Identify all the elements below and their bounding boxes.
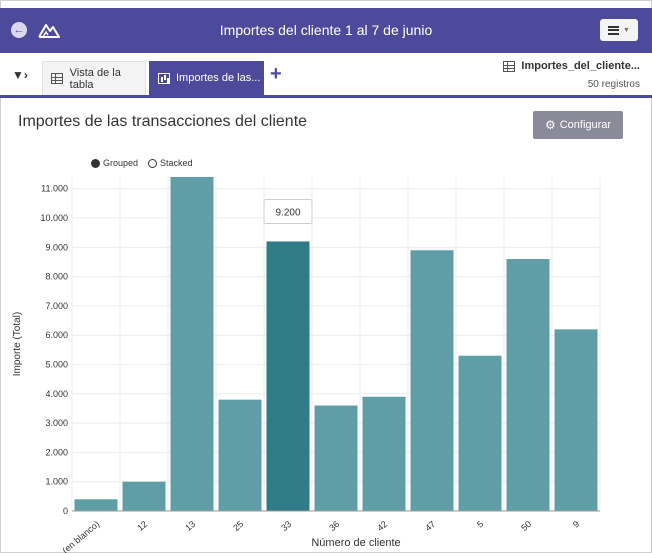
page-title: Importes del cliente 1 al 7 de junio [219, 22, 433, 38]
chevron-down-icon: ▼ [623, 26, 630, 34]
y-tick-label: 6.000 [45, 330, 68, 340]
tab-bar-underline [0, 95, 652, 98]
y-tick-label: 9.000 [45, 242, 68, 252]
bar[interactable] [506, 259, 550, 511]
record-count: 50 registros [587, 79, 640, 90]
x-axis-title: Número de cliente [311, 537, 400, 549]
configure-label: Configurar [559, 119, 612, 131]
x-tick-label: 42 [375, 519, 389, 533]
add-tab-button[interactable]: + [270, 63, 282, 85]
data-source-name: Importes_del_cliente... [521, 60, 640, 72]
grouped-label: Grouped [103, 158, 139, 168]
grouped-radio[interactable]: Grouped [91, 158, 138, 168]
x-tick-label: 12 [135, 519, 149, 533]
bar[interactable] [554, 329, 598, 511]
y-tick-label: 4.000 [45, 389, 68, 399]
data-source[interactable]: Importes_del_cliente... [503, 60, 640, 72]
x-tick-label: 25 [231, 519, 245, 533]
y-tick-label: 2.000 [45, 447, 68, 457]
y-tick-label: 1.000 [45, 477, 68, 487]
bar[interactable] [410, 250, 454, 511]
y-tick-label: 10.000 [40, 213, 68, 223]
tab-label: Importes de las... [176, 72, 261, 84]
y-tick-label: 7.000 [45, 301, 68, 311]
y-tick-label: 11.000 [41, 184, 68, 194]
bar-chart: 0 1.000 2.000 3.000 4.000 5.000 6.000 7.000 8.00… [12, 177, 601, 553]
bar[interactable] [362, 396, 406, 511]
hamburger-icon [608, 25, 620, 35]
tab-chart-view[interactable]: Importes de las... [149, 61, 264, 95]
bar[interactable] [170, 177, 214, 511]
tooltip-value: 9.200 [275, 207, 300, 218]
y-tick-label: 0 [63, 506, 68, 516]
radio-filled-icon [91, 158, 100, 168]
y-tick-label: 8.000 [45, 272, 68, 282]
tooltip-box [263, 198, 313, 224]
mountain-logo-icon[interactable] [38, 21, 60, 39]
y-tick-label: 5.000 [45, 360, 68, 370]
x-tick-label: 13 [183, 519, 197, 533]
x-tick-label: 9 [571, 519, 581, 530]
configure-button[interactable]: ⚙ Configurar [533, 111, 623, 139]
y-axis-title: Importe (Total) [12, 312, 23, 376]
x-tick-label: (en blanco) [60, 519, 101, 553]
table-icon [503, 60, 516, 72]
gear-icon: ⚙ [544, 118, 556, 132]
x-tick-label: 33 [279, 519, 293, 533]
y-tick-label: 3.000 [45, 418, 68, 428]
stacked-label: Stacked [160, 158, 193, 168]
bar[interactable] [314, 405, 358, 511]
back-button[interactable]: ← [11, 22, 27, 38]
x-tick-label: 50 [519, 519, 533, 533]
x-tick-label: 36 [327, 519, 341, 533]
x-tick-label: 5 [475, 519, 485, 530]
stacked-radio[interactable]: Stacked [148, 158, 193, 168]
tab-table-view[interactable]: Vista de la tabla [42, 61, 146, 95]
bar[interactable] [74, 499, 118, 511]
table-icon [51, 73, 63, 84]
menu-button[interactable]: ▼ [600, 19, 638, 41]
bar-chart-icon [158, 72, 170, 84]
app-header: ← Importes del cliente 1 al 7 de junio ▼ [0, 8, 652, 53]
bar[interactable] [122, 481, 166, 511]
radio-empty-icon [148, 158, 158, 168]
bar[interactable] [218, 399, 262, 511]
tab-label: Vista de la tabla [69, 66, 121, 91]
chart-title: Importes de las transacciones del client… [18, 113, 308, 130]
arrow-left-icon: ← [13, 24, 25, 36]
x-tick-label: 47 [423, 519, 437, 533]
bar[interactable] [266, 241, 310, 511]
filter-icon[interactable]: ▼› [12, 68, 28, 82]
chart-mode-toggle: Grouped Stacked [91, 158, 193, 168]
bar[interactable] [458, 355, 502, 511]
